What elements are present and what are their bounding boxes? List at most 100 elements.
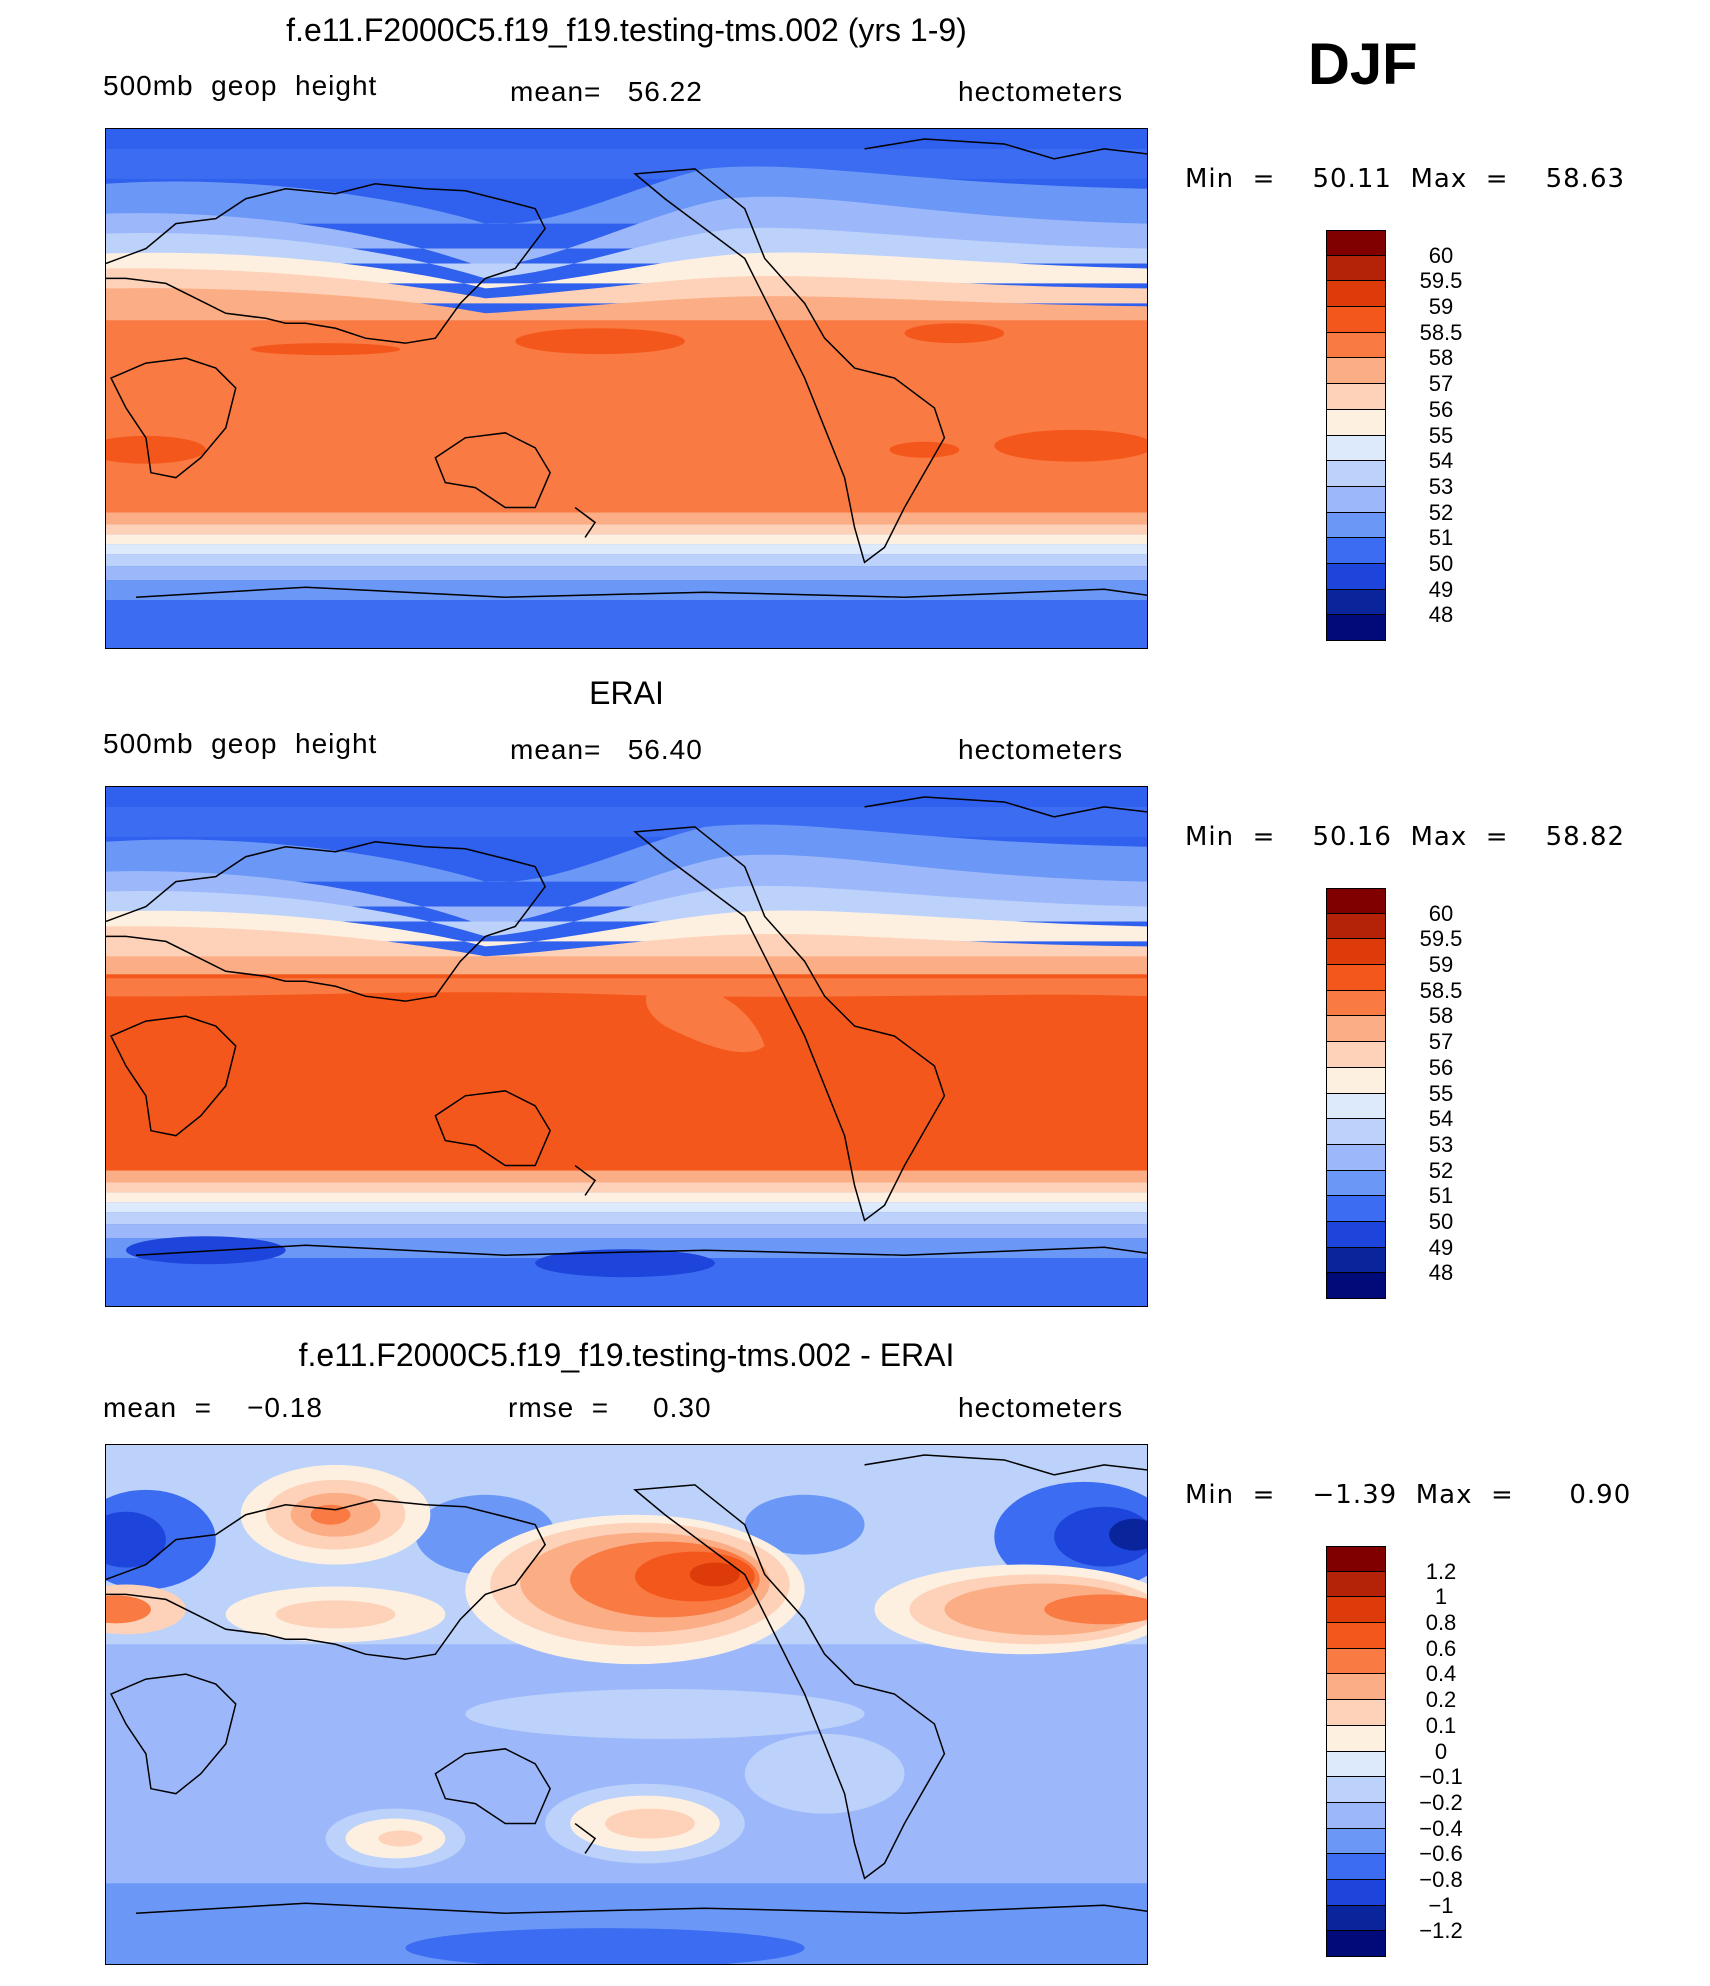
- colorbar-swatch: [1326, 1700, 1386, 1726]
- colorbar-swatch: [1326, 281, 1386, 308]
- colorbar-swatch: [1326, 563, 1386, 590]
- panel-3-contour-field: [106, 1445, 1147, 1964]
- colorbar-tick-label: 50: [1428, 550, 1454, 576]
- panel-2-title: ERAI: [589, 675, 664, 711]
- colorbar-tick-label: 53: [1428, 473, 1454, 499]
- colorbar-swatch: [1326, 1571, 1386, 1598]
- colorbar-frame: [1326, 230, 1386, 641]
- panel-2-minmax: Min = 50.16 Max = 58.82: [1185, 822, 1626, 852]
- colorbar-swatch: [1326, 913, 1386, 940]
- colorbar-swatch: [1326, 384, 1386, 410]
- colorbar-swatch: [1326, 1067, 1386, 1094]
- colorbar-tick-label: 0.2: [1425, 1687, 1457, 1713]
- colorbar-tick-label: 58: [1428, 345, 1454, 371]
- colorbar-swatch: [1326, 307, 1386, 333]
- panel-1-map: [105, 128, 1148, 649]
- panel-1-title: f.e11.F2000C5.f19_f19.testing-tms.002 (y…: [286, 12, 967, 48]
- colorbar-tick-label: 52: [1428, 1157, 1454, 1183]
- panel-3-rmse-label: rmse = 0.30: [508, 1392, 712, 1423]
- colorbar-swatch: [1326, 1016, 1386, 1043]
- colorbar-swatch: [1326, 1905, 1386, 1932]
- colorbar-swatch: [1326, 888, 1386, 914]
- panel-2-mean-label: mean= 56.40: [510, 734, 703, 765]
- colorbar-swatch: [1326, 1093, 1386, 1120]
- panel-1-colorbar: 60 59.5 59 58.5 58 57 56 55 54 53 52 51 50 49 48: [1326, 230, 1462, 641]
- colorbar-swatch: [1326, 1802, 1386, 1829]
- colorbar-tick-label: 60: [1428, 900, 1454, 926]
- colorbar-tick-label: 59: [1428, 294, 1454, 320]
- colorbar-swatch: [1326, 589, 1386, 616]
- colorbar-swatch: [1326, 1674, 1386, 1701]
- colorbar-tick-label: 49: [1428, 576, 1454, 602]
- colorbar-tick-label: −0.6: [1419, 1841, 1463, 1867]
- colorbar-tick-label: 49: [1428, 1234, 1454, 1260]
- panel-1-variable-label: 500mb geop height: [103, 70, 378, 101]
- colorbar-tick-label: 0.4: [1425, 1661, 1457, 1687]
- colorbar-swatch: [1326, 965, 1386, 991]
- colorbar-swatch: [1326, 1777, 1386, 1803]
- colorbar-swatch: [1326, 1247, 1386, 1274]
- panel-3-map: [105, 1444, 1148, 1965]
- colorbar-swatch: [1326, 409, 1386, 436]
- colorbar-tick-label: 55: [1428, 422, 1454, 448]
- colorbar-swatch: [1326, 1196, 1386, 1222]
- colorbar-tick-label: 55: [1428, 1080, 1454, 1106]
- colorbar-tick-label: 59.5: [1419, 268, 1463, 294]
- colorbar-swatch: [1326, 461, 1386, 487]
- colorbar-swatch: [1326, 1042, 1386, 1068]
- colorbar-swatch: [1326, 1854, 1386, 1880]
- colorbar-swatch: [1326, 255, 1386, 282]
- colorbar-swatch: [1326, 1751, 1386, 1778]
- panel-3-minmax: Min = −1.39 Max = 0.90: [1185, 1480, 1632, 1510]
- panel-3-mean-label: mean = −0.18: [103, 1392, 323, 1423]
- colorbar-swatch: [1326, 332, 1386, 359]
- colorbar-swatch: [1326, 1623, 1386, 1649]
- colorbar-frame: [1326, 888, 1386, 1299]
- colorbar-tick-label: 54: [1428, 1106, 1454, 1132]
- panel-1-minmax: Min = 50.11 Max = 58.63: [1185, 164, 1626, 194]
- panel-1-mean-label: mean= 56.22: [510, 76, 703, 107]
- colorbar-frame: [1326, 1546, 1386, 1957]
- colorbar-swatch: [1326, 1170, 1386, 1197]
- colorbar-tick-label: 56: [1428, 1054, 1454, 1080]
- colorbar-tick-label: 54: [1428, 448, 1454, 474]
- colorbar-swatch: [1326, 990, 1386, 1017]
- colorbar-tick-label: 48: [1428, 602, 1454, 628]
- colorbar-tick-label: −0.8: [1419, 1866, 1463, 1892]
- colorbar-tick-label: −0.2: [1419, 1789, 1463, 1815]
- colorbar-tick-label: 51: [1428, 1183, 1454, 1209]
- colorbar-swatch: [1326, 939, 1386, 966]
- colorbar-tick-label: 1: [1434, 1584, 1448, 1610]
- colorbar-tick-label: −0.1: [1419, 1764, 1463, 1790]
- colorbar-tick-label: 51: [1428, 525, 1454, 551]
- panel-2-units-label: hectometers: [958, 734, 1124, 765]
- colorbar-tick-label: −0.4: [1419, 1815, 1463, 1841]
- colorbar-swatch: [1326, 358, 1386, 385]
- colorbar-tick-label: 0.8: [1425, 1610, 1457, 1636]
- colorbar-swatch: [1326, 1828, 1386, 1855]
- panel-3-units-label: hectometers: [958, 1392, 1124, 1423]
- panel-1-units-label: hectometers: [958, 76, 1124, 107]
- colorbar-tick-label: 58.5: [1419, 319, 1463, 345]
- colorbar-tick-label: 53: [1428, 1131, 1454, 1157]
- colorbar-swatch: [1326, 1221, 1386, 1248]
- colorbar-tick-label: 0.1: [1425, 1712, 1457, 1738]
- panel-2-variable-label: 500mb geop height: [103, 728, 378, 759]
- colorbar-tick-label: 60: [1428, 242, 1454, 268]
- colorbar-tick-label: 57: [1428, 371, 1454, 397]
- panel-3-title: f.e11.F2000C5.f19_f19.testing-tms.002 - …: [298, 1337, 955, 1373]
- colorbar-swatch: [1326, 512, 1386, 539]
- colorbar-tick-label: −1.2: [1419, 1918, 1463, 1944]
- colorbar-tick-label: 59: [1428, 952, 1454, 978]
- colorbar-swatch: [1326, 435, 1386, 462]
- panel-1-contour-field: [106, 129, 1147, 648]
- colorbar-swatch: [1326, 1597, 1386, 1624]
- colorbar-tick-label: 56: [1428, 396, 1454, 422]
- panel-3-colorbar: 1.2 1 0.8 0.6 0.4 0.2 0.1 0 −0.1 −0.2 −0.4 −0.6 −0.8…: [1326, 1546, 1463, 1957]
- colorbar-swatch: [1326, 1931, 1386, 1957]
- colorbar-swatch: [1326, 230, 1386, 256]
- colorbar-tick-label: 0.6: [1425, 1635, 1457, 1661]
- season-label: DJF: [1308, 32, 1418, 97]
- colorbar-tick-label: 1.2: [1425, 1558, 1457, 1584]
- colorbar-tick-label: 0: [1434, 1738, 1448, 1764]
